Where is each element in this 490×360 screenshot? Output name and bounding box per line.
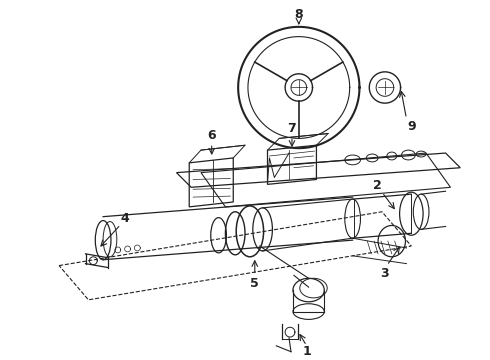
Text: 6: 6 [207, 129, 216, 142]
Text: 1: 1 [302, 345, 311, 358]
Text: 8: 8 [294, 8, 303, 21]
Text: 5: 5 [250, 277, 259, 290]
Text: 9: 9 [407, 120, 416, 133]
Text: 4: 4 [120, 212, 129, 225]
Text: 7: 7 [288, 122, 296, 135]
Text: 3: 3 [381, 267, 389, 280]
Text: 2: 2 [373, 179, 382, 192]
